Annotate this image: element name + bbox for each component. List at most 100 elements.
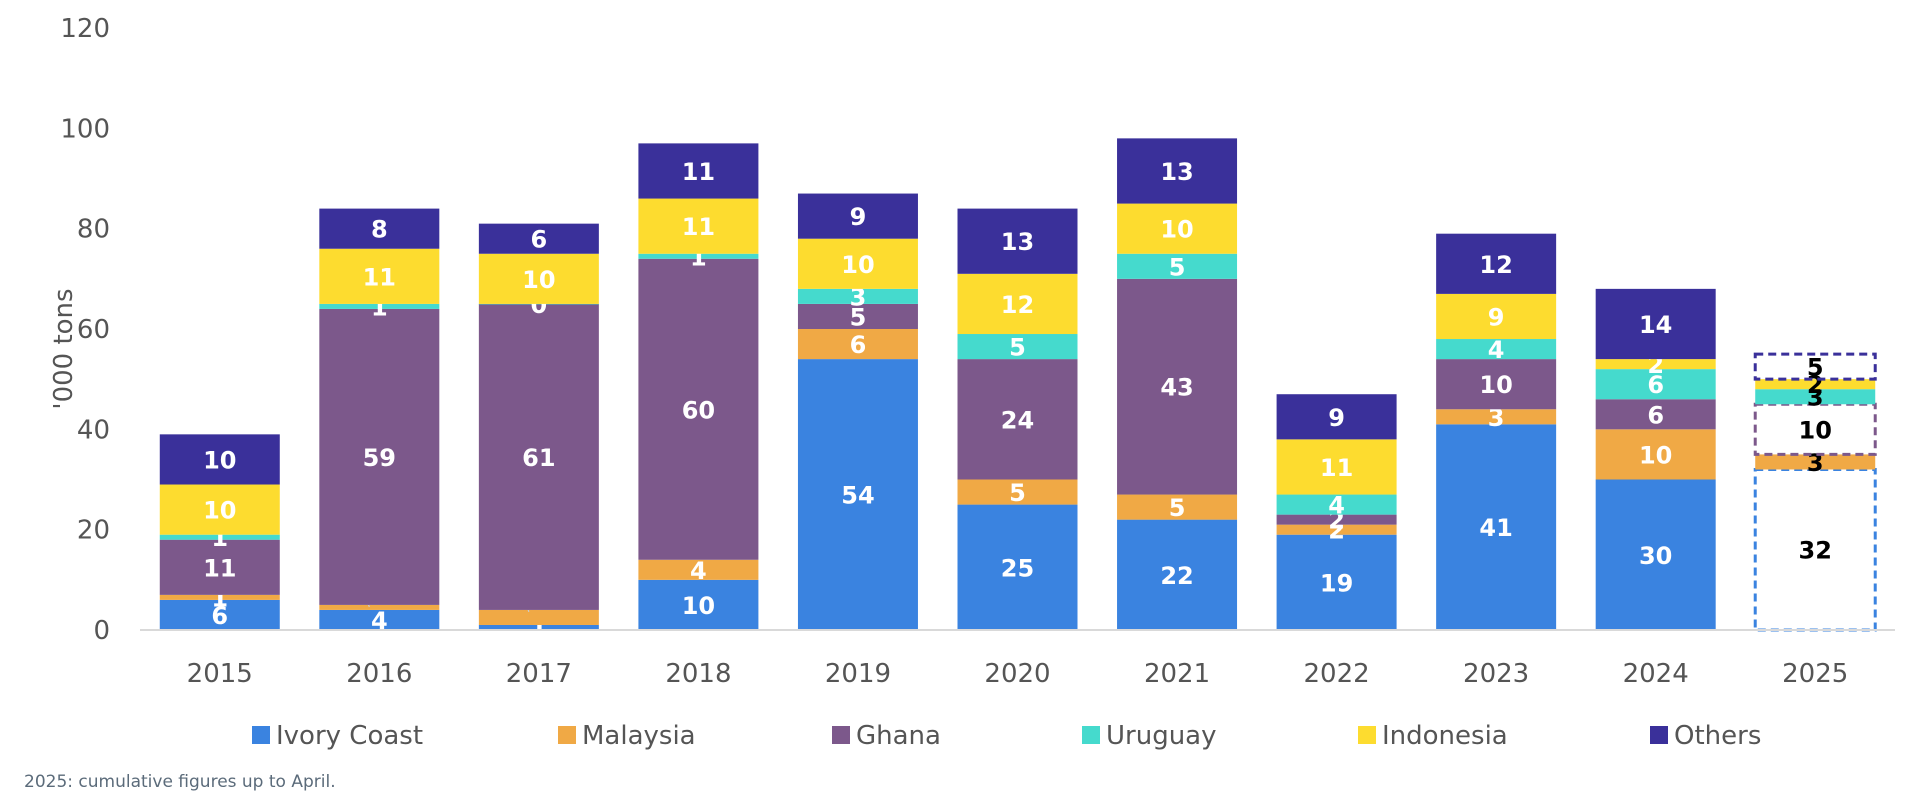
- legend-label-ghana: Ghana: [856, 721, 941, 751]
- legend-swatch-indonesia: [1358, 726, 1376, 744]
- bar-segment-uruguay-2019: [797, 288, 918, 304]
- y-axis-title: '000 tons: [49, 288, 79, 409]
- bar-segment-uruguay-2021: [1117, 253, 1238, 279]
- legend-label-ivory-coast: Ivory Coast: [276, 721, 423, 751]
- bar-segment-others-2021: [1117, 138, 1238, 204]
- bar-segment-ivory-coast-2024: [1595, 479, 1716, 630]
- data-label-uruguay-2019: 3: [850, 283, 867, 311]
- data-label-ghana-2020: 24: [1001, 406, 1034, 434]
- bar-segment-indonesia-2019: [797, 238, 918, 289]
- data-label-indonesia-2020: 12: [1001, 291, 1034, 319]
- bar-segment-malaysia-2020: [957, 479, 1078, 505]
- x-tick-label: 2024: [1623, 659, 1689, 689]
- bar-segment-others-2019: [797, 193, 918, 239]
- x-tick-label: 2015: [187, 659, 253, 689]
- bar-segment-ghana-2015: [159, 539, 280, 595]
- data-label-ivory-coast-2025: 32: [1799, 537, 1832, 565]
- bar-segment-ghana-2024: [1595, 399, 1716, 430]
- bar-segment-indonesia-2022: [1276, 439, 1397, 495]
- legend-swatch-ghana: [832, 726, 850, 744]
- x-tick-label: 2018: [665, 659, 731, 689]
- data-label-malaysia-2025: 3: [1807, 449, 1824, 477]
- bar-segment-malaysia-2024: [1595, 429, 1716, 480]
- bar-segment-ghana-2022: [1276, 514, 1397, 525]
- bar-segment-indonesia-2023: [1436, 293, 1557, 340]
- y-axis: 0 20 40 60 80 100 120 '000 tons: [49, 14, 110, 646]
- data-label-uruguay-2020: 5: [1009, 334, 1026, 362]
- data-label-uruguay-2021: 5: [1169, 253, 1186, 281]
- data-label-ivory-coast-2019: 54: [841, 482, 874, 510]
- y-tick-label: 100: [60, 114, 110, 144]
- x-tick-label: 2017: [506, 659, 572, 689]
- data-label-ivory-coast-2023: 41: [1479, 514, 1512, 542]
- data-label-others-2023: 12: [1479, 251, 1512, 279]
- bar-segment-malaysia-2022: [1276, 524, 1397, 535]
- legend-label-uruguay: Uruguay: [1106, 721, 1217, 751]
- bar-segment-indonesia-2021: [1117, 203, 1238, 254]
- x-tick-label: 2025: [1782, 659, 1848, 689]
- data-label-ghana-2023: 10: [1479, 371, 1512, 399]
- bar-segment-indonesia-2020: [957, 273, 1078, 335]
- data-label-ghana-2025: 10: [1799, 416, 1832, 444]
- bar-segment-indonesia-2025: [1755, 379, 1876, 390]
- y-tick-label: 40: [77, 415, 110, 445]
- y-tick-label: 120: [60, 14, 110, 44]
- data-label-malaysia-2018: 4: [690, 557, 707, 585]
- data-label-malaysia-2020: 5: [1009, 479, 1026, 507]
- bar-segment-uruguay-2017: [478, 303, 599, 305]
- x-tick-label: 2021: [1144, 659, 1210, 689]
- data-label-others-2019: 9: [850, 203, 867, 231]
- bar-segment-uruguay-2018: [638, 253, 759, 259]
- bar-segment-others-2025: [1753, 352, 1877, 381]
- bar-segment-ghana-2017: [478, 303, 599, 610]
- bar-segment-uruguay-2025: [1755, 389, 1876, 405]
- data-label-ghana-2021: 43: [1160, 374, 1193, 402]
- data-label-malaysia-2019: 6: [850, 331, 867, 359]
- bar-segment-uruguay-2024: [1595, 369, 1716, 400]
- data-label-indonesia-2016: 11: [363, 263, 396, 291]
- bar-segment-others-2024: [1595, 288, 1716, 360]
- bar-segment-malaysia-2023: [1436, 409, 1557, 425]
- bar-segment-others-2017: [478, 223, 599, 254]
- x-tick-label: 2020: [984, 659, 1050, 689]
- data-label-ivory-coast-2022: 19: [1320, 569, 1353, 597]
- data-label-others-2016: 8: [371, 216, 388, 244]
- legend-swatch-malaysia: [558, 726, 576, 744]
- footnote: 2025: cumulative figures up to April.: [24, 772, 336, 792]
- data-label-ghana-2024: 6: [1647, 401, 1664, 429]
- data-label-others-2025: 5: [1807, 354, 1824, 382]
- data-label-others-2017: 6: [531, 226, 548, 254]
- bar-segment-ivory-coast-2022: [1276, 534, 1397, 630]
- data-label-ivory-coast-2018: 10: [682, 592, 715, 620]
- data-label-ivory-coast-2021: 22: [1160, 562, 1193, 590]
- data-label-ivory-coast-2020: 25: [1001, 554, 1034, 582]
- data-label-indonesia-2023: 9: [1488, 303, 1505, 331]
- bar-segment-uruguay-2020: [957, 334, 1078, 360]
- y-tick-label: 60: [77, 315, 110, 345]
- bar-segment-ivory-coast-2015: [159, 599, 280, 630]
- data-label-ivory-coast-2015: 6: [211, 602, 228, 630]
- legend-swatch-uruguay: [1082, 726, 1100, 744]
- data-label-others-2020: 13: [1001, 228, 1034, 256]
- x-tick-label: 2023: [1463, 659, 1529, 689]
- data-label-uruguay-2024: 6: [1647, 371, 1664, 399]
- legend-label-others: Others: [1674, 721, 1761, 751]
- data-label-others-2018: 11: [682, 158, 715, 186]
- bar-segment-ghana-2021: [1117, 278, 1238, 495]
- bar-segment-indonesia-2018: [638, 198, 759, 254]
- bar-segment-ghana-2016: [319, 308, 440, 605]
- data-label-indonesia-2021: 10: [1160, 216, 1193, 244]
- data-label-others-2024: 14: [1639, 311, 1672, 339]
- x-tick-label: 2019: [825, 659, 891, 689]
- bar-segment-ghana-2023: [1436, 359, 1557, 410]
- data-label-malaysia-2024: 10: [1639, 441, 1672, 469]
- bar-segment-uruguay-2015: [159, 534, 280, 540]
- y-tick-label: 0: [93, 616, 110, 646]
- data-label-indonesia-2017: 10: [522, 266, 555, 294]
- bar-segment-others-2022: [1276, 394, 1397, 440]
- data-label-malaysia-2021: 5: [1169, 494, 1186, 522]
- bar-segment-ivory-coast-2023: [1436, 424, 1557, 630]
- legend-swatch-ivory-coast: [252, 726, 270, 744]
- x-tick-label: 2022: [1304, 659, 1370, 689]
